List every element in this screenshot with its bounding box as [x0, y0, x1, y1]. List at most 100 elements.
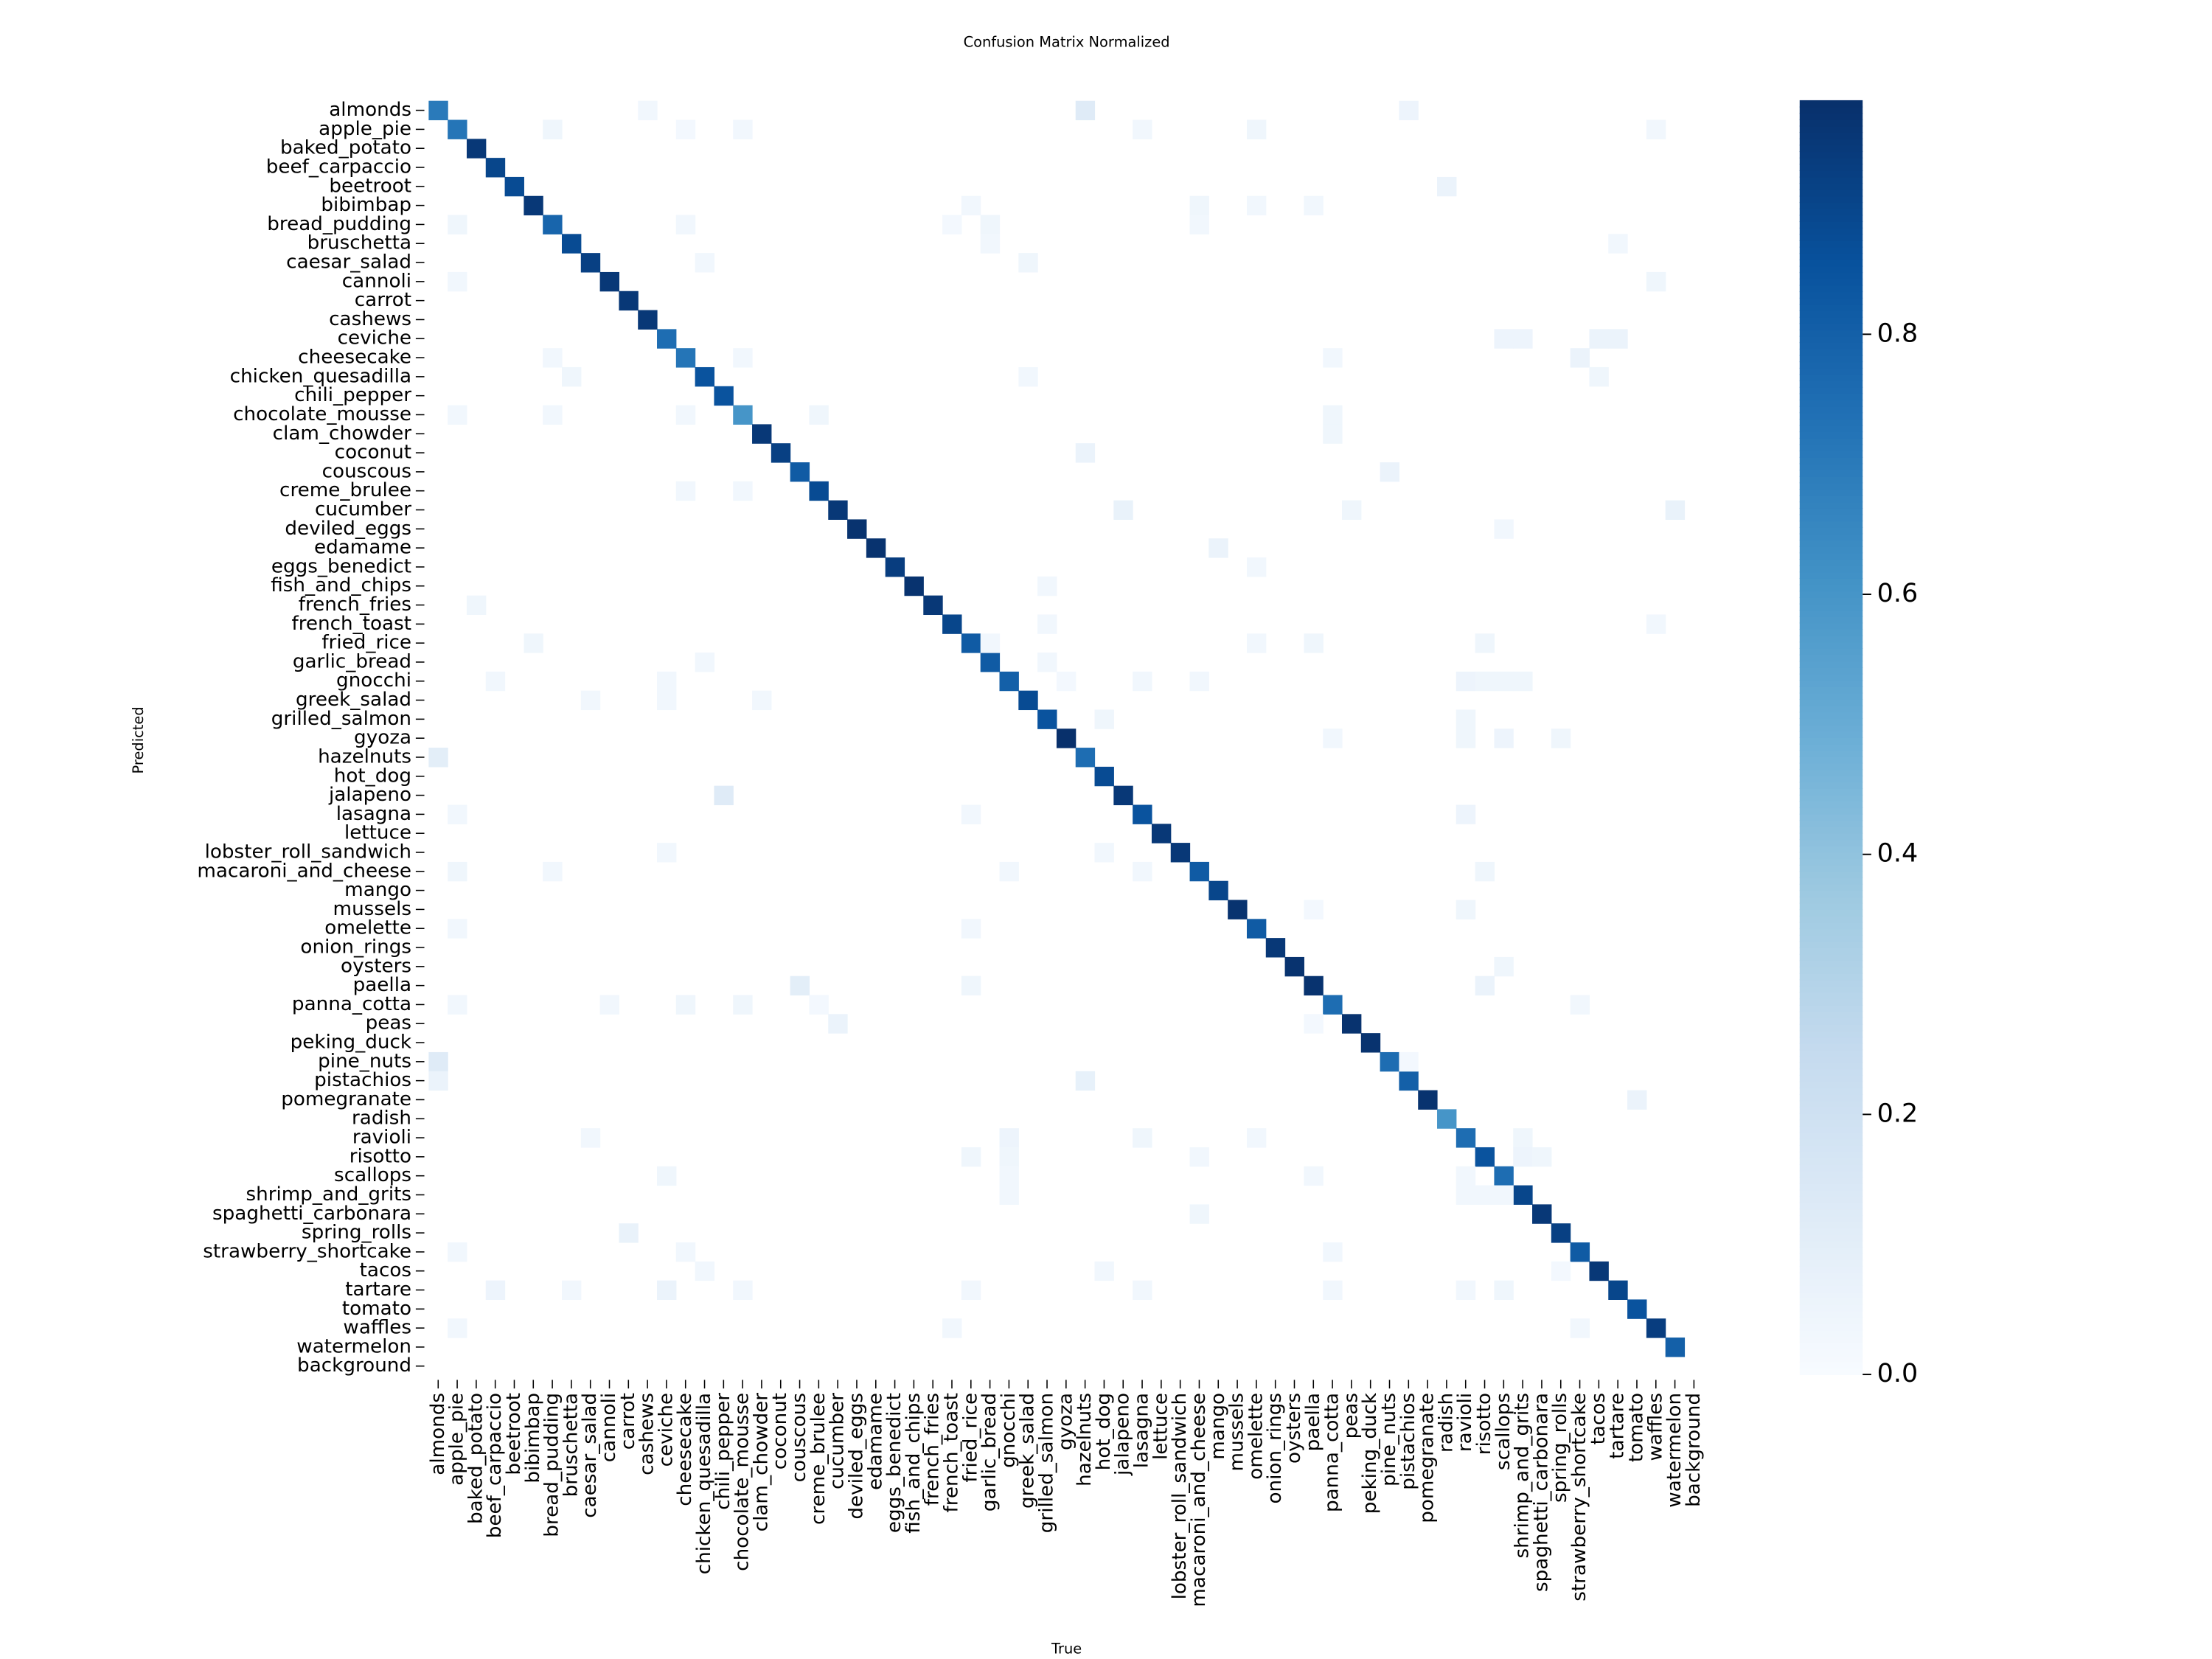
heatmap-cell [1133, 861, 1152, 882]
heatmap-cell [809, 405, 829, 425]
colorbar-strip [1799, 897, 1863, 904]
colorbar-strip [1799, 1088, 1863, 1095]
heatmap-cell [1532, 1147, 1552, 1167]
heatmap-cell [619, 1223, 639, 1243]
y-tick-label: cheesecake [298, 347, 411, 369]
heatmap-cell [1323, 348, 1343, 368]
x-tick-label: hot_dog [1093, 1393, 1115, 1470]
heatmap-cell [828, 1014, 848, 1034]
colorbar-strip [1799, 501, 1863, 509]
heatmap-cell [524, 633, 543, 653]
y-tick-label: bruschetta [307, 232, 411, 254]
heatmap-cell [599, 271, 619, 292]
heatmap-cell [1284, 956, 1304, 977]
x-tick-label: peas [1340, 1393, 1362, 1439]
heatmap-cell [1455, 671, 1476, 692]
colorbar-strip [1799, 705, 1863, 713]
y-tick-label: pomegranate [281, 1088, 411, 1110]
colorbar-strip [1799, 877, 1863, 885]
colorbar-strip [1799, 635, 1863, 643]
heatmap-cell [809, 995, 829, 1015]
colorbar-strip [1799, 119, 1863, 127]
y-tick-label: peas [366, 1012, 411, 1034]
colorbar-strip [1799, 1037, 1863, 1044]
y-tick-label: peking_duck [291, 1032, 412, 1054]
colorbar-strip [1799, 380, 1863, 388]
heatmap-cell [1133, 1128, 1152, 1148]
heatmap-cell [448, 271, 467, 292]
colorbar-strip [1799, 788, 1863, 796]
colorbar-strip [1799, 374, 1863, 382]
colorbar-strip [1799, 629, 1863, 636]
heatmap-cell [752, 424, 772, 444]
colorbar-strip [1799, 565, 1863, 573]
heatmap-cell [504, 176, 524, 197]
heatmap-cell [1056, 728, 1077, 748]
heatmap-cell [1399, 100, 1419, 121]
heatmap-cell [448, 995, 467, 1015]
heatmap-cell [428, 100, 448, 121]
heatmap-cell [1246, 195, 1267, 216]
heatmap-cell [543, 348, 563, 368]
colorbar-strip [1799, 100, 1863, 108]
heatmap-cell [733, 481, 753, 501]
x-tick-label: beetroot [503, 1393, 525, 1475]
colorbar-strip [1799, 769, 1863, 776]
colorbar-strip [1799, 234, 1863, 241]
heatmap-cell [657, 329, 677, 349]
y-tick-label: cashews [329, 308, 411, 330]
colorbar-strip [1799, 813, 1863, 821]
y-tick-label: ravioli [352, 1127, 411, 1149]
x-tick-label: chicken_quesadilla [693, 1393, 715, 1574]
y-tick-label: chicken_quesadilla [230, 365, 411, 387]
heatmap-cell [1551, 1261, 1571, 1281]
colorbar-strip [1799, 1113, 1863, 1121]
colorbar-strip [1799, 979, 1863, 987]
colorbar-strip [1799, 1056, 1863, 1063]
colorbar-strip [1799, 1234, 1863, 1242]
heatmap-cell [1589, 1261, 1609, 1281]
colorbar-strip [1799, 546, 1863, 554]
colorbar-strip [1799, 680, 1863, 687]
colorbar-strip [1799, 304, 1863, 312]
y-tick-label: scallops [334, 1164, 411, 1186]
y-tick-label: chili_pepper [294, 384, 411, 406]
colorbar-strip [1799, 692, 1863, 700]
x-tick-label: french_toast [940, 1393, 962, 1513]
colorbar-strip [1799, 456, 1863, 465]
colorbar-strip [1799, 208, 1863, 216]
x-tick-label: mussels [1226, 1393, 1248, 1471]
colorbar-strip [1799, 743, 1863, 751]
heatmap-cell [1037, 653, 1057, 672]
heatmap-cell [1494, 519, 1514, 539]
colorbar-strip [1799, 622, 1863, 630]
heatmap-cell [1646, 614, 1666, 634]
y-tick-label: pine_nuts [318, 1050, 411, 1072]
heatmap-cell [1208, 880, 1228, 901]
y-tick-label: ceviche [338, 327, 411, 349]
heatmap-cell [1380, 462, 1399, 482]
colorbar-strip [1799, 1361, 1863, 1369]
x-tick-label: background [1683, 1393, 1705, 1507]
colorbar-strip [1799, 794, 1863, 802]
heatmap-cell [1494, 956, 1514, 977]
heatmap-cell [1341, 500, 1362, 520]
colorbar-strip [1799, 712, 1863, 720]
colorbar-strip [1799, 221, 1863, 229]
heatmap-cell [1646, 1318, 1666, 1338]
colorbar-strip [1799, 973, 1863, 981]
heatmap-cell [1304, 633, 1324, 653]
colorbar-strip [1799, 1336, 1863, 1343]
colorbar-strip [1799, 1189, 1863, 1197]
heatmap-cell [675, 1242, 696, 1262]
y-tick-label: chocolate_mousse [233, 403, 411, 425]
colorbar-strip [1799, 1259, 1863, 1267]
colorbar-strip [1799, 246, 1863, 254]
heatmap-cell [999, 1128, 1019, 1148]
y-tick-label: lobster_roll_sandwich [205, 841, 411, 863]
heatmap-cell [1246, 119, 1267, 139]
colorbar-strip [1799, 1100, 1863, 1108]
heatmap-cell [657, 1166, 677, 1186]
y-tick-label: onion_rings [300, 936, 411, 959]
colorbar-strip [1799, 616, 1863, 624]
